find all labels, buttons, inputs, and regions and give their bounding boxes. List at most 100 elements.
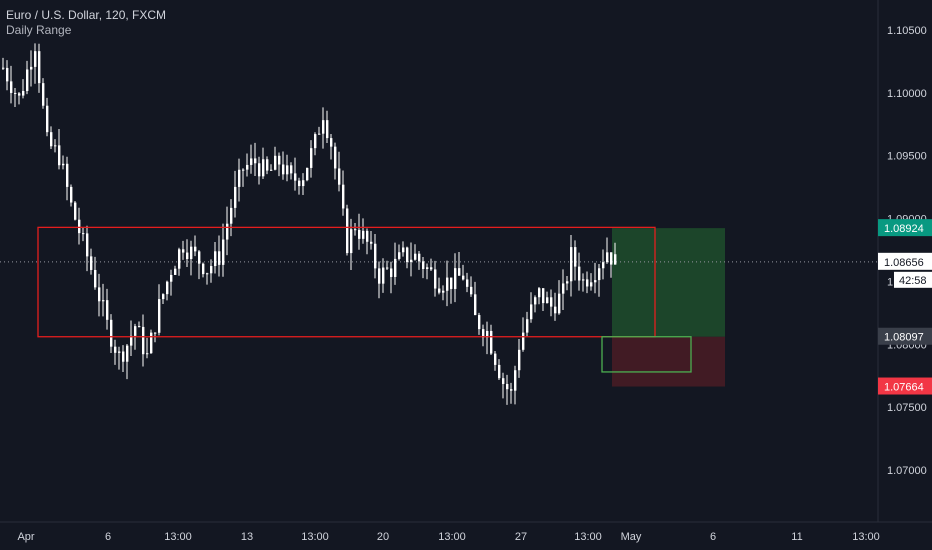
candle-body — [594, 280, 597, 283]
x-tick-label: 11 — [791, 531, 802, 543]
candle-body — [222, 239, 225, 265]
symbol-title[interactable]: Euro / U.S. Dollar, 120, FXCM — [6, 8, 167, 22]
candle-body — [314, 134, 317, 149]
candle-body — [58, 145, 61, 166]
candle-body — [246, 164, 249, 170]
candle-body — [42, 83, 45, 106]
candle-body — [458, 268, 461, 276]
candle-body — [318, 133, 321, 135]
target-price-badge-text: 1.08924 — [884, 223, 924, 235]
candle-body — [102, 300, 105, 302]
candle-body — [610, 252, 613, 265]
candle-body — [218, 251, 221, 265]
candle-body — [366, 230, 369, 242]
candle-body — [110, 319, 113, 347]
candle-body — [106, 300, 109, 320]
candle-body — [566, 281, 569, 284]
candle-body — [94, 269, 97, 288]
candle-body — [62, 163, 65, 166]
candle-body — [226, 223, 229, 240]
candle-body — [334, 146, 337, 169]
x-tick-label: 13:00 — [164, 531, 192, 543]
profit-zone[interactable] — [612, 228, 725, 337]
candle-body — [322, 120, 325, 134]
candle-body — [530, 304, 533, 320]
candle-body — [422, 261, 425, 269]
daily-range-box[interactable] — [37, 226, 656, 338]
range-low-price-badge[interactable] — [878, 327, 932, 345]
x-tick-label: 13 — [241, 531, 253, 543]
candle-body — [542, 288, 545, 304]
candle-body — [330, 138, 333, 147]
candle-body — [534, 297, 537, 305]
candle-body — [90, 256, 93, 270]
candle-body — [486, 330, 489, 338]
candle-body — [194, 246, 197, 252]
x-tick-label: 27 — [515, 531, 527, 543]
candle-body — [266, 159, 269, 171]
candle-body — [394, 258, 397, 277]
last-price-badge[interactable] — [878, 252, 932, 270]
candle-body — [398, 252, 401, 259]
candle-body — [446, 277, 449, 291]
candle-body — [254, 158, 257, 164]
x-tick-label: 20 — [377, 531, 389, 543]
candle-body — [370, 241, 373, 244]
candle-body — [274, 155, 277, 170]
candle-body — [242, 169, 245, 171]
stop-price-badge[interactable] — [878, 377, 932, 395]
x-tick-label: 13:00 — [574, 531, 602, 543]
candle-body — [166, 281, 169, 295]
candle-body — [506, 383, 509, 390]
range-low-price-badge-text: 1.08097 — [884, 332, 924, 344]
y-tick-label: 1.10500 — [887, 25, 927, 37]
candle-body — [22, 90, 25, 96]
candle-body — [138, 326, 141, 328]
y-tick-label: 1.07500 — [887, 402, 927, 414]
candle-body — [2, 67, 5, 69]
x-tick-label: May — [621, 531, 642, 543]
candle-body — [342, 184, 345, 209]
candle-body — [438, 288, 441, 293]
candle-body — [470, 286, 473, 295]
candle-body — [118, 351, 121, 353]
candle-body — [154, 332, 157, 334]
candle-body — [98, 287, 101, 302]
loss-zone[interactable] — [612, 336, 725, 387]
candle-body — [306, 167, 309, 181]
candle-body — [522, 332, 525, 350]
target-price-badge[interactable] — [878, 219, 932, 237]
candle-body — [78, 219, 81, 234]
stop-price-badge-text: 1.07664 — [884, 382, 924, 394]
y-tick-label: 1.09500 — [887, 151, 927, 163]
candle-body — [82, 233, 85, 235]
candle-body — [130, 335, 133, 346]
indicator-label[interactable]: Daily Range — [6, 23, 72, 37]
candle-body — [482, 329, 485, 338]
candle-body — [402, 247, 405, 253]
entry-zone-box[interactable] — [601, 336, 692, 373]
y-tick-label: 1.07000 — [887, 465, 927, 477]
candle-body — [46, 105, 49, 133]
candle-body — [150, 332, 153, 354]
candle-body — [462, 275, 465, 280]
candle-body — [14, 92, 17, 94]
candle-body — [474, 294, 477, 316]
candle-body — [410, 259, 413, 263]
candle-body — [374, 243, 377, 269]
candle-body — [466, 279, 469, 287]
chart-header: Euro / U.S. Dollar, 120, FXCM Daily Rang… — [6, 8, 166, 38]
candle-body — [74, 202, 77, 220]
x-tick-label: 6 — [105, 531, 111, 543]
last-price-badge-text: 1.08656 — [884, 257, 924, 269]
candle-body — [286, 165, 289, 175]
y-tick-label: 1.10000 — [887, 88, 927, 100]
candle-body — [526, 319, 529, 333]
candle-body — [586, 279, 589, 287]
candle-body — [338, 168, 341, 185]
candle-body — [450, 277, 453, 289]
candle-body — [178, 249, 181, 269]
candle-body — [310, 148, 313, 168]
